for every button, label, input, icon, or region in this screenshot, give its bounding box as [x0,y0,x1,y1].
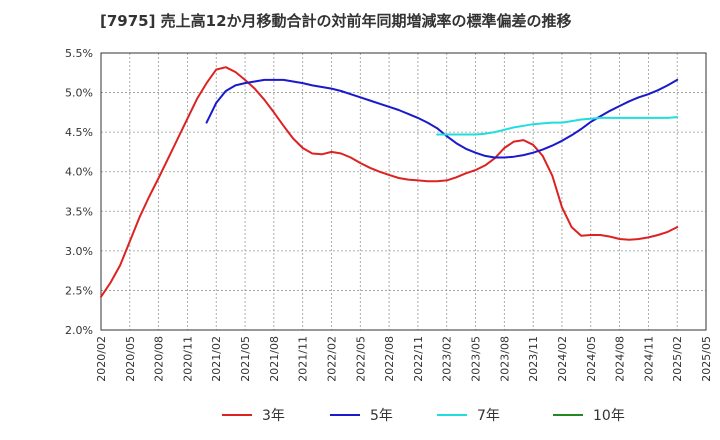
x-tick-label: 2020/05 [124,336,137,382]
x-tick-label: 2022/05 [354,336,367,382]
x-tick-label: 2021/05 [239,336,252,382]
series-line-3年 [100,66,679,298]
x-tick-label: 2023/02 [441,336,454,382]
legend-swatch [222,414,252,416]
legend-swatch [553,414,583,416]
x-tick-label: 2022/02 [325,336,338,382]
x-tick-label: 2025/05 [700,336,713,382]
y-tick-label: 2.5% [65,284,93,297]
legend-swatch [437,414,467,416]
legend-item: 7年 [437,402,500,428]
line-chart: 2.0% 2.5% 3.0% 3.5% 4.0% 4.5% 5.0% 5.5% 2020/02 2… [65,47,713,382]
x-tick-label: 2024/11 [642,336,655,382]
legend-label: 7年 [477,408,500,424]
x-tick-label: 2020/08 [153,336,166,382]
x-tick-label: 2024/08 [614,336,627,382]
x-tick-label: 2022/08 [383,336,396,382]
legend-item: 3年 [222,402,285,428]
y-tick-label: 4.0% [65,166,93,179]
y-tick-label: 2.0% [65,324,93,337]
plot-border [100,52,707,331]
x-tick-label: 2021/02 [210,336,223,382]
x-tick-label: 2021/08 [268,336,281,382]
x-tick-label: 2020/11 [181,336,194,382]
plot-area [101,53,706,330]
x-tick-label: 2023/08 [498,336,511,382]
series-line-7年 [436,116,679,136]
y-tick-label: 5.5% [65,47,93,60]
legend-item: 10年 [553,402,625,428]
x-tick-label: 2021/11 [297,336,310,382]
y-tick-label: 3.5% [65,205,93,218]
legend-swatch [330,414,360,416]
y-tick-label: 4.5% [65,126,93,139]
x-tick-label: 2024/05 [585,336,598,382]
chart-legend: 3年 5年 7年 10年 [0,402,720,428]
y-tick-label: 3.0% [65,245,93,258]
x-tick-label: 2025/02 [671,336,684,382]
x-tick-label: 2023/05 [470,336,483,382]
chart-title: [7975] 売上高12か月移動合計の対前年同期増減率の標準偏差の推移 [100,12,572,30]
x-tick-label: 2024/02 [556,336,569,382]
legend-label: 5年 [370,408,393,424]
legend-item: 5年 [330,402,393,428]
x-tick-label: 2020/02 [95,336,108,382]
legend-label: 3年 [262,408,285,424]
legend-label: 10年 [593,408,625,424]
x-tick-label: 2023/11 [527,336,540,382]
x-tick-label: 2022/11 [412,336,425,382]
y-tick-label: 5.0% [65,87,93,100]
